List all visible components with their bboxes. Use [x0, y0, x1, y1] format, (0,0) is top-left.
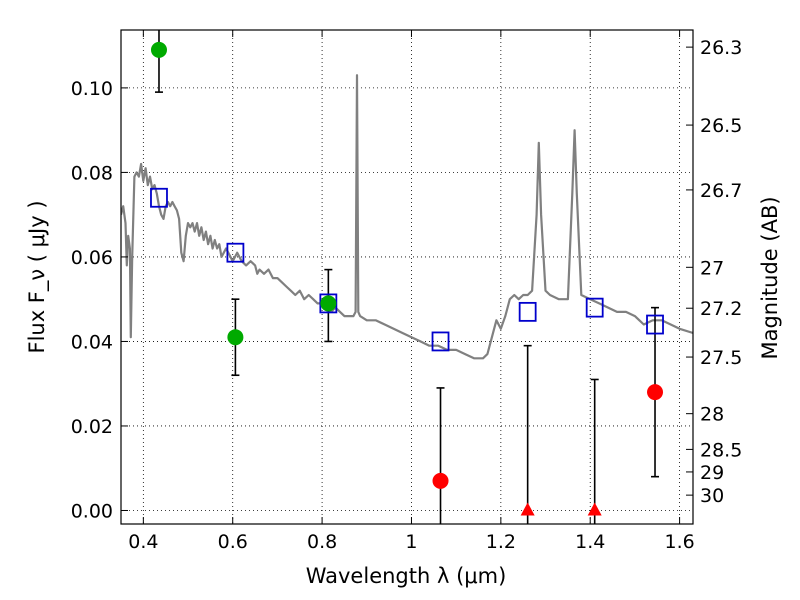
- x-tick-label: 0.6: [218, 531, 248, 553]
- synthetic-photometry-square: [431, 331, 450, 352]
- y-tick-label: 0.06: [71, 247, 113, 269]
- detection-point: [320, 295, 337, 312]
- grid: [121, 30, 693, 524]
- magnitude-tick-label: 26.5: [700, 115, 742, 137]
- plot-frame: [120, 29, 694, 525]
- model-spectrum: [121, 74, 693, 360]
- detection-point: [150, 41, 167, 58]
- x-tick-label: 1.2: [486, 531, 516, 553]
- synthetic-photometry-square: [150, 187, 168, 208]
- magnitude-tick-label: 28: [700, 404, 724, 426]
- x-tick-label: 1: [405, 531, 417, 553]
- magnitude-tick-label: 27.2: [700, 298, 742, 320]
- upper-limit-triangle: [520, 502, 535, 516]
- y2-axis-label: Magnitude (AB): [758, 196, 782, 359]
- synthetic-photometry-square: [646, 314, 664, 335]
- synthetic-photometry-square: [585, 297, 604, 318]
- upper-limit-triangle: [587, 502, 602, 516]
- markers: [150, 41, 664, 516]
- low-sn-point: [647, 384, 664, 401]
- y-tick-label: 0.08: [71, 162, 113, 184]
- x-axis-label: Wavelength λ (μm): [306, 564, 507, 588]
- x-tick-label: 1.6: [664, 531, 694, 553]
- y-tick-label: 0.02: [71, 416, 113, 438]
- detection-point: [227, 329, 244, 346]
- magnitude-tick-label: 26.7: [700, 180, 742, 202]
- magnitude-tick-label: 27: [700, 257, 724, 279]
- y-tick-label: 0.10: [71, 78, 113, 100]
- y-tick-label: 0.00: [71, 500, 113, 522]
- model-spectrum-line: [121, 74, 693, 360]
- magnitude-tick-label: 27.5: [700, 347, 742, 369]
- magnitude-tick-label: 26.3: [700, 37, 742, 59]
- magnitude-tick-label: 29: [700, 462, 724, 484]
- x-tick-label: 0.4: [128, 531, 158, 553]
- axis-ticks: 0.4 0.6 0.8 1 1.2 1.4 1.6 0.00 0.02 0.04 0.06 0.08 0…: [71, 30, 742, 553]
- low-sn-point: [432, 472, 449, 489]
- y-axis-label: Flux F_ν ( μJy ): [25, 200, 50, 353]
- magnitude-tick-label: 28.5: [700, 439, 742, 461]
- x-tick-label: 1.4: [575, 531, 605, 553]
- y-tick-label: 0.04: [71, 331, 113, 353]
- x-tick-label: 0.8: [307, 531, 337, 553]
- error-bars: [154, 30, 660, 524]
- synthetic-photometry-square: [518, 301, 537, 322]
- magnitude-tick-label: 30: [700, 485, 724, 507]
- synthetic-photometry-square: [226, 242, 245, 263]
